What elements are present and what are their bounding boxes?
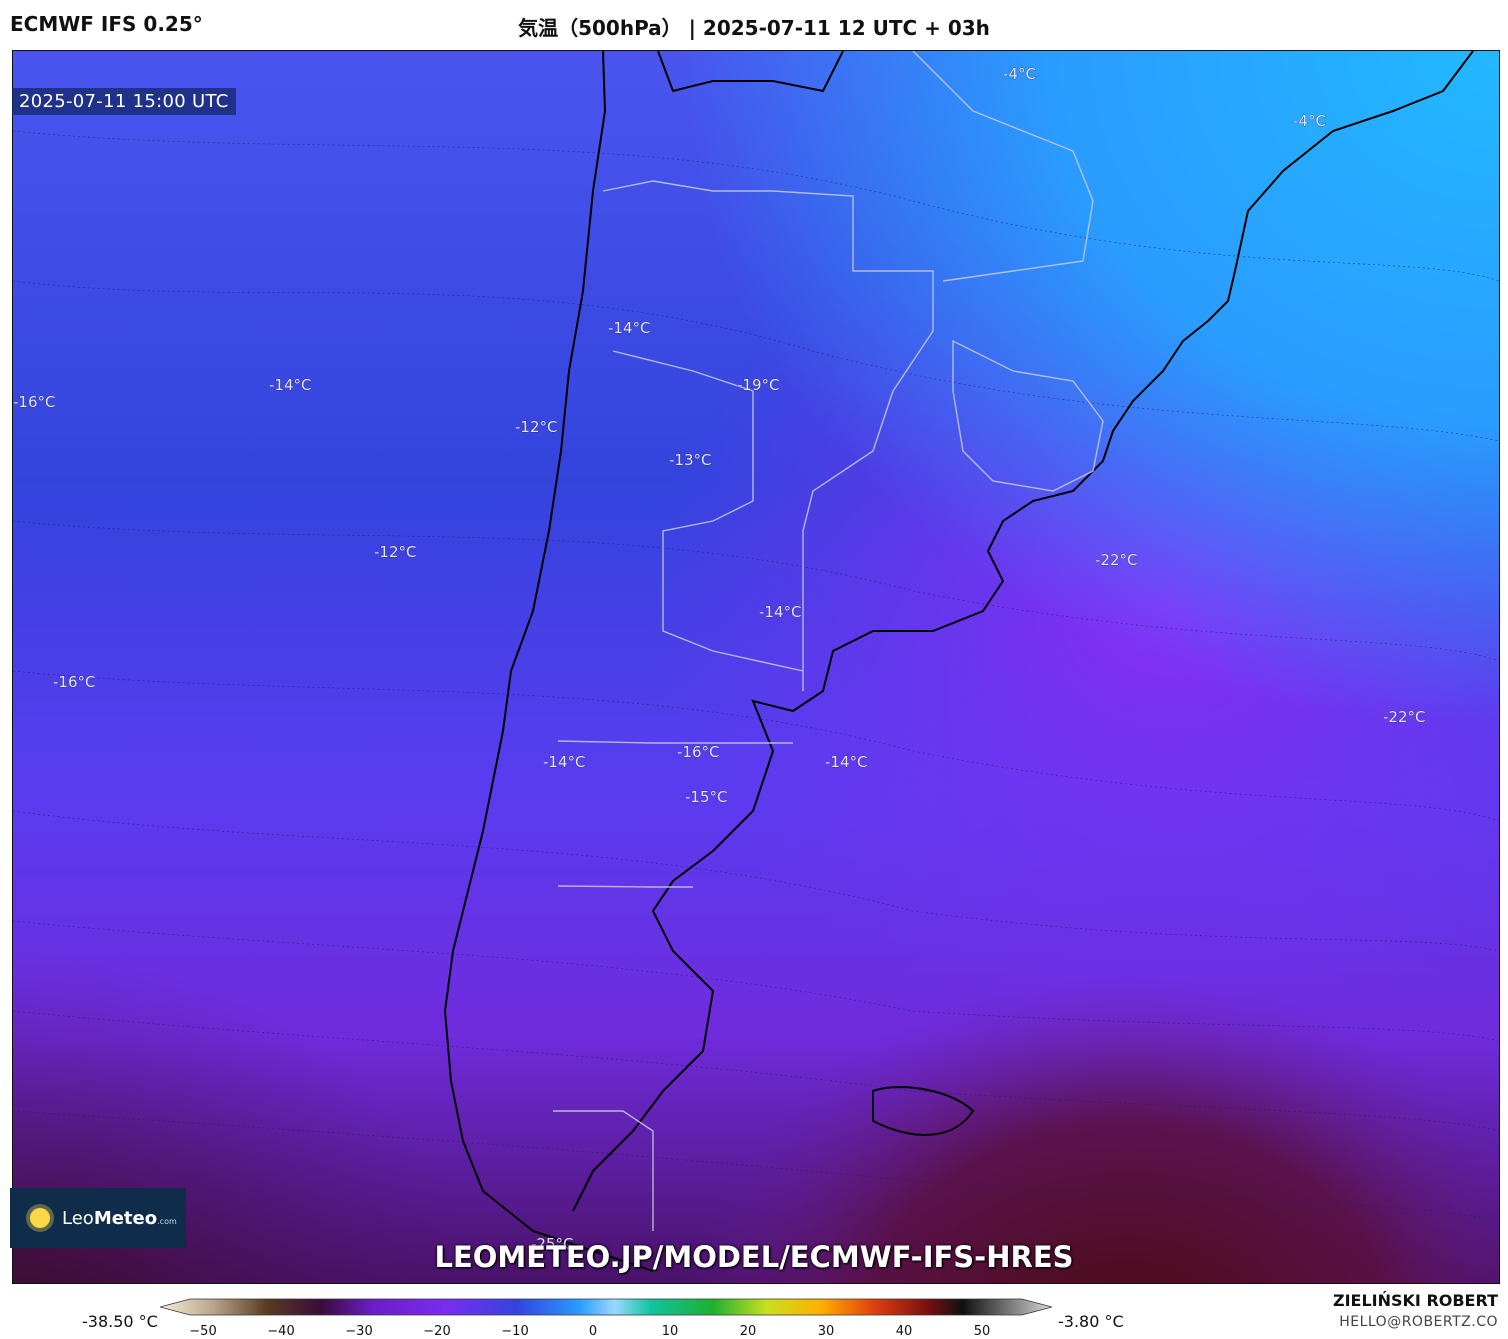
isotherm-label: -14°C [825,753,867,771]
isotherm-label: -16°C [53,673,95,691]
logo-text: LeoMeteo.com [62,1207,177,1229]
colorbar-tick: 0 [588,1324,598,1339]
isotherm-label: -22°C [1383,708,1425,726]
isotherm-label: -14°C [543,753,585,771]
isotherm-label: -14°C [608,319,650,337]
colorbar-max-label: -3.80 °C [1058,1312,1124,1331]
isotherm-label: -4°C [1003,65,1036,83]
isotherms [13,130,1499,1222]
isotherm-label: -19°C [737,376,779,394]
map-title: 気温（500hPa） | 2025-07-11 12 UTC + 03h [518,16,990,40]
isotherm-label: -14°C [269,376,311,394]
colorbar-tick: 10 [661,1324,679,1339]
valid-time-stamp: 2025-07-11 15:00 UTC [12,88,236,115]
model-name: ECMWF IFS 0.25° [10,12,203,36]
isotherm-label: -25°C [531,1235,573,1253]
isotherm-label: -15°C [685,788,727,806]
colorbar-min-label: -38.50 °C [82,1312,158,1331]
colorbar-tick: −50 [189,1324,217,1339]
colorbar-tick: −40 [267,1324,295,1339]
isotherm-label: -22°C [1095,551,1137,569]
colorbar-tick: 30 [817,1324,835,1339]
isotherm-label: -16°C [13,393,55,411]
isotherm-label: -13°C [669,451,711,469]
temperature-map[interactable]: -4°C -4°C -14°C -14°C -16°C -19°C -12°C … [12,50,1500,1284]
sun-icon [30,1208,50,1228]
coastline [443,51,1474,1272]
isotherm-label: -4°C [1293,112,1326,130]
colorbar-tick: 20 [739,1324,757,1339]
isotherm-label: -16°C [677,743,719,761]
author-email[interactable]: HELLO@ROBERTZ.CO [1339,1314,1498,1330]
colorbar [158,1298,1054,1316]
colorbar-tick: −30 [345,1324,373,1339]
colorbar-tick: 50 [973,1324,991,1339]
isotherm-label: -12°C [515,418,557,436]
colorbar-tick: −10 [501,1324,529,1339]
isotherm-label: -12°C [374,543,416,561]
isotherm-label: -14°C [759,603,801,621]
source-watermark: LEOMETEO.JP/MODEL/ECMWF-IFS-HRES [434,1240,1074,1274]
colorbar-tick: 40 [895,1324,913,1339]
leometeo-logo[interactable]: LeoMeteo.com [10,1188,186,1248]
map-canvas: -4°C -4°C -14°C -14°C -16°C -19°C -12°C … [13,51,1499,1283]
borders [553,51,1104,1231]
colorbar-tick: −20 [423,1324,451,1339]
author-name: ZIELIŃSKI ROBERT [1332,1291,1498,1310]
